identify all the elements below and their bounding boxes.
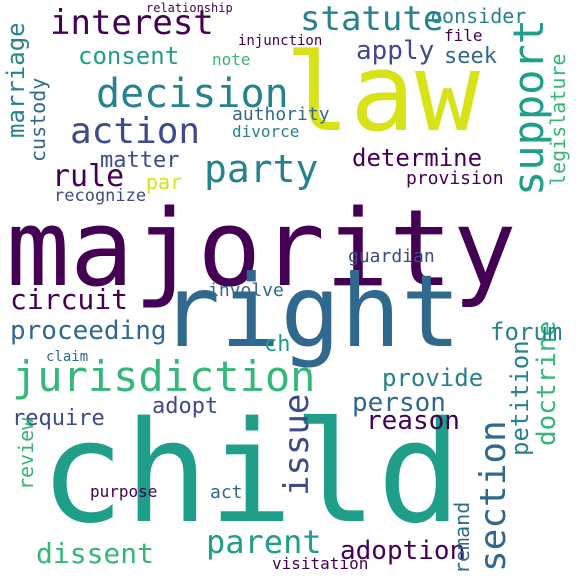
word-matter: matter <box>100 148 180 173</box>
word-file: file <box>444 26 483 45</box>
word-law: law <box>285 31 481 156</box>
word-act: act <box>210 482 243 503</box>
word-visitation: visitation <box>272 554 369 573</box>
word-reason: reason <box>366 406 460 436</box>
word-relationship: relationship <box>146 1 233 15</box>
word-action: action <box>70 111 201 152</box>
word-adoption: adoption <box>340 536 466 566</box>
word-forum: forum <box>490 318 563 346</box>
word-seek: seek <box>444 44 497 69</box>
word-involve: involve <box>208 280 284 301</box>
word-guardian: guardian <box>348 246 435 267</box>
word-apply: apply <box>356 36 435 66</box>
word-dissent: dissent <box>36 537 155 570</box>
word-divorce: divorce <box>232 122 300 141</box>
word-rule: rule <box>52 159 125 194</box>
word-authority: authority <box>232 104 330 125</box>
word-claim: claim <box>46 349 89 365</box>
word-jurisdiction: jurisdiction <box>12 352 316 401</box>
word-marriage: marriage <box>2 22 30 138</box>
word-person: person <box>352 388 446 418</box>
word-purpose: purpose <box>90 482 158 501</box>
word-note: note <box>212 50 251 69</box>
word-custody: custody <box>26 77 50 162</box>
word-provide: provide <box>382 364 484 392</box>
word-consent: consent <box>78 42 180 70</box>
word-majority: majority <box>6 187 517 310</box>
word-remand: remand <box>450 501 474 574</box>
word-injunction: injunction <box>238 33 323 49</box>
word-proceeding: proceeding <box>10 316 167 346</box>
word-petition: petition <box>506 340 534 456</box>
word-review: review <box>14 417 38 490</box>
word-issue: issue <box>277 393 317 496</box>
word-decision: decision <box>96 71 289 117</box>
word-right: right <box>160 253 462 370</box>
word-party: party <box>204 147 319 191</box>
word-legislature: legislature <box>546 53 570 186</box>
word-provision: provision <box>406 168 504 189</box>
word-child: child <box>40 392 462 555</box>
word-require: require <box>12 406 105 431</box>
word-statute: statute <box>300 0 444 39</box>
word-circuit: circuit <box>10 283 129 316</box>
word-par: par <box>146 170 183 194</box>
word-determine: determine <box>352 144 483 172</box>
word-parent: parent <box>206 523 322 561</box>
word-support: support <box>504 18 553 196</box>
word-adopt: adopt <box>152 394 219 419</box>
word-ch: ch <box>264 332 291 357</box>
word-recognize: recognize <box>54 186 147 206</box>
word-consider: consider <box>430 4 527 28</box>
word-interest: interest <box>50 3 214 43</box>
